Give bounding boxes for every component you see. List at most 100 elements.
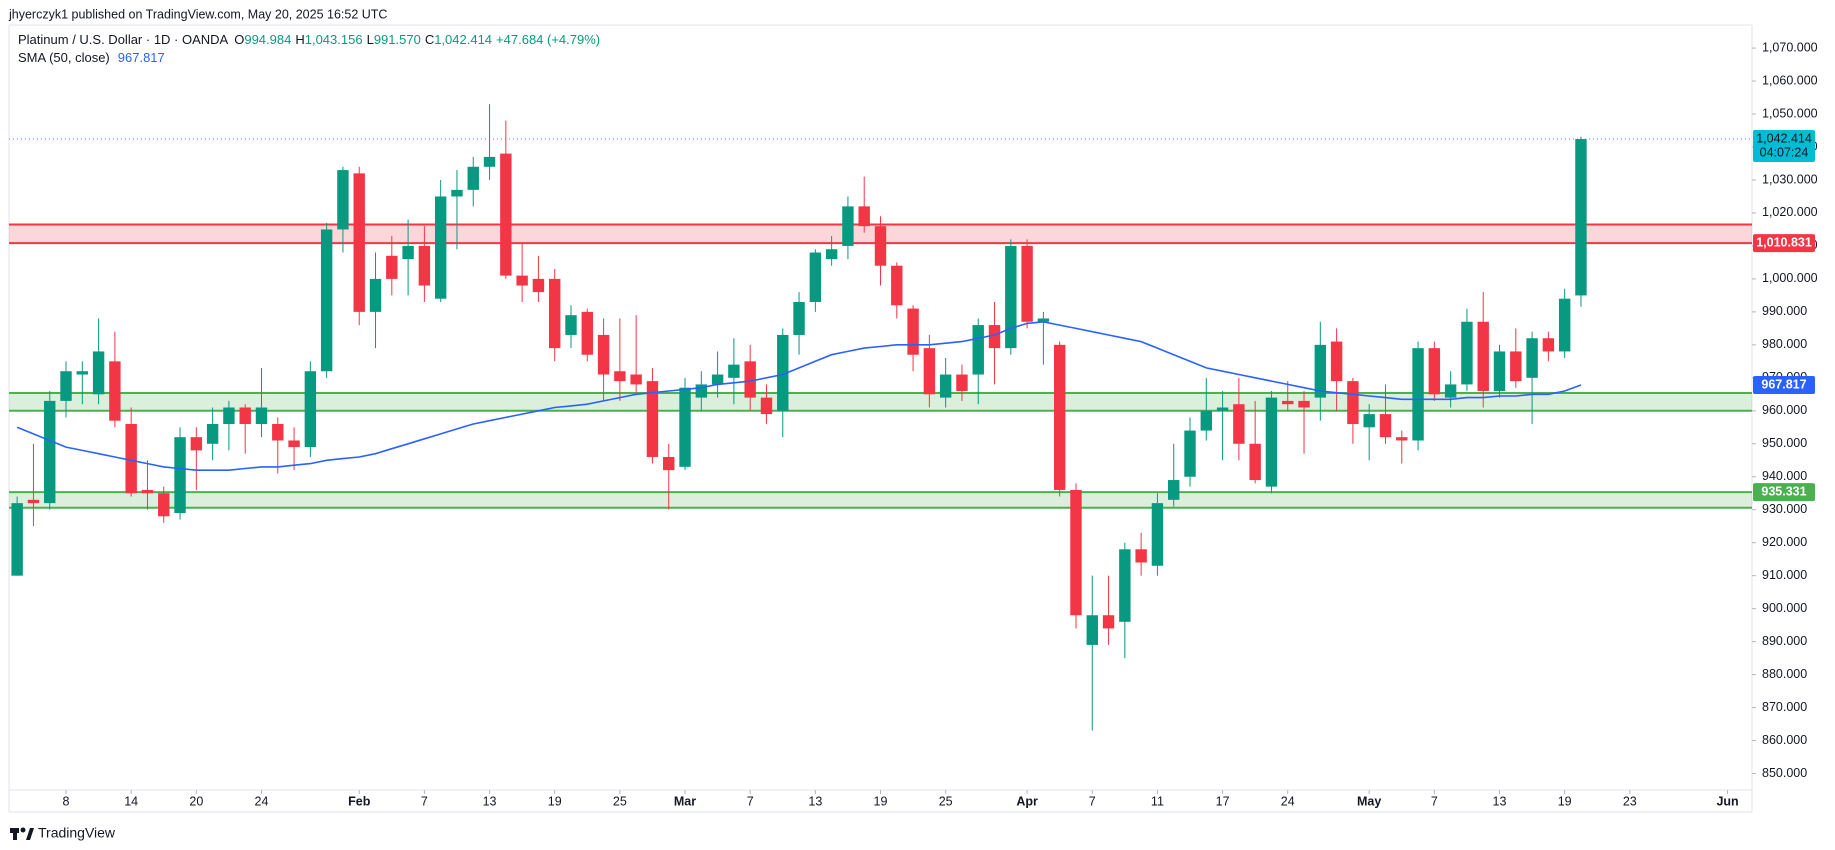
y-tick-label: 1,030.000 <box>1762 172 1818 186</box>
candle-body <box>190 437 203 451</box>
candle-body <box>597 334 610 375</box>
candle-body <box>907 308 919 355</box>
candle-body <box>483 156 496 167</box>
y-tick-label: 1,070.000 <box>1762 40 1818 54</box>
y-tick-label: 930.000 <box>1762 502 1807 516</box>
candle-body <box>1119 549 1131 622</box>
candle-body <box>1330 341 1343 382</box>
candle-body <box>1526 338 1538 378</box>
x-tick-label: Mar <box>674 794 696 808</box>
candle-body <box>125 423 137 494</box>
candle-body <box>92 351 105 395</box>
zone <box>9 392 1752 411</box>
candle-body <box>1282 400 1294 405</box>
legend-title: Platinum / U.S. Dollar · 1D · OANDA <box>18 32 229 47</box>
candle-body <box>337 170 349 230</box>
candle-body <box>434 196 447 299</box>
candle-body <box>1363 414 1375 428</box>
zone-price-tag <box>1753 483 1815 502</box>
candle-body <box>451 189 463 197</box>
candle-body <box>1347 381 1359 424</box>
y-tick-label: 920.000 <box>1762 535 1807 549</box>
sma-line <box>16 320 1582 471</box>
zone-price-label: 1,010.831 <box>1756 235 1812 249</box>
x-tick-label: 25 <box>613 794 627 808</box>
candle-body <box>11 503 23 576</box>
candle-body <box>581 311 593 355</box>
logo-part <box>10 828 19 833</box>
candle-body <box>1510 351 1522 382</box>
x-tick-label: 14 <box>124 794 138 808</box>
x-tick-label: 25 <box>939 794 953 808</box>
x-tick-label: 20 <box>189 794 203 808</box>
candle-body <box>1412 348 1424 441</box>
y-tick-label: 1,050.000 <box>1762 106 1818 120</box>
zone-price-label: 935.331 <box>1761 484 1806 498</box>
x-tick-label: 11 <box>1151 794 1164 808</box>
candle-body <box>679 387 691 467</box>
y-tick-label: 870.000 <box>1762 700 1807 714</box>
x-tick-label: 13 <box>1493 794 1507 808</box>
candle-body <box>320 229 333 372</box>
publisher-line: jhyerczyk1 published on TradingView.com,… <box>8 7 387 21</box>
candle-body <box>1444 384 1457 398</box>
candle-body <box>1428 348 1441 395</box>
candle-body <box>288 440 300 448</box>
candle-body <box>1477 321 1489 392</box>
candle-body <box>1005 245 1017 349</box>
candle-body <box>1216 407 1229 411</box>
y-tick-label: 1,060.000 <box>1762 73 1818 87</box>
candle-body <box>255 407 268 424</box>
candle-body <box>1542 338 1555 352</box>
sma-price-label: 967.817 <box>1761 377 1806 391</box>
candle-body <box>614 371 626 382</box>
candle-body <box>1151 503 1164 566</box>
candle-body <box>1493 351 1506 392</box>
candle-body <box>353 173 365 312</box>
candle-body <box>1021 245 1033 322</box>
y-tick-label: 850.000 <box>1762 766 1807 780</box>
candle-body <box>60 371 72 401</box>
plot <box>9 104 1752 731</box>
legend-sma: SMA (50, close) 967.817 <box>18 50 165 65</box>
candle-body <box>923 348 936 395</box>
legend-key: C <box>425 32 434 47</box>
x-tick-label: 19 <box>548 794 562 808</box>
candle-body <box>158 493 170 517</box>
y-tick-label: 980.000 <box>1762 337 1807 351</box>
legend-change: +47.684 (+4.79%) <box>496 32 600 47</box>
candle-body <box>858 206 870 227</box>
candle-body <box>809 252 822 302</box>
candle-body <box>793 301 805 335</box>
y-tick-label: 880.000 <box>1762 667 1807 681</box>
logo-part <box>26 828 34 840</box>
x-tick-label: Jun <box>1716 794 1738 808</box>
sma-name: SMA (50, close) <box>18 50 110 65</box>
candle-body <box>565 315 577 335</box>
x-tick-label: 24 <box>255 794 269 808</box>
candle-body <box>76 371 89 375</box>
candle-body <box>744 361 756 398</box>
legend-value: 994.984 <box>244 32 291 47</box>
candle-body <box>206 423 219 444</box>
sma-price-tag <box>1753 376 1815 395</box>
y-tick-label: 900.000 <box>1762 601 1807 615</box>
x-tick-label: Apr <box>1016 794 1038 808</box>
candle-body <box>44 400 56 504</box>
candle-body <box>1070 489 1082 616</box>
y-tick-label: 990.000 <box>1762 304 1807 318</box>
candle-body <box>516 275 528 286</box>
candle-body <box>1298 400 1310 408</box>
candle-body <box>1102 615 1115 629</box>
x-tick-label: May <box>1357 794 1381 808</box>
legend-key: H <box>295 32 304 47</box>
footer-brand: TradingView <box>38 825 116 841</box>
overlay: Platinum / U.S. Dollar · 1D · OANDA O994.… <box>18 32 600 65</box>
legend-main: Platinum / U.S. Dollar · 1D · OANDA O994.… <box>18 32 600 47</box>
candle-body <box>1200 410 1212 431</box>
x-tick-label: 7 <box>1089 794 1096 808</box>
x-tick-label: 19 <box>874 794 888 808</box>
candle-body <box>874 226 887 266</box>
x-tick-label: 23 <box>1623 794 1637 808</box>
